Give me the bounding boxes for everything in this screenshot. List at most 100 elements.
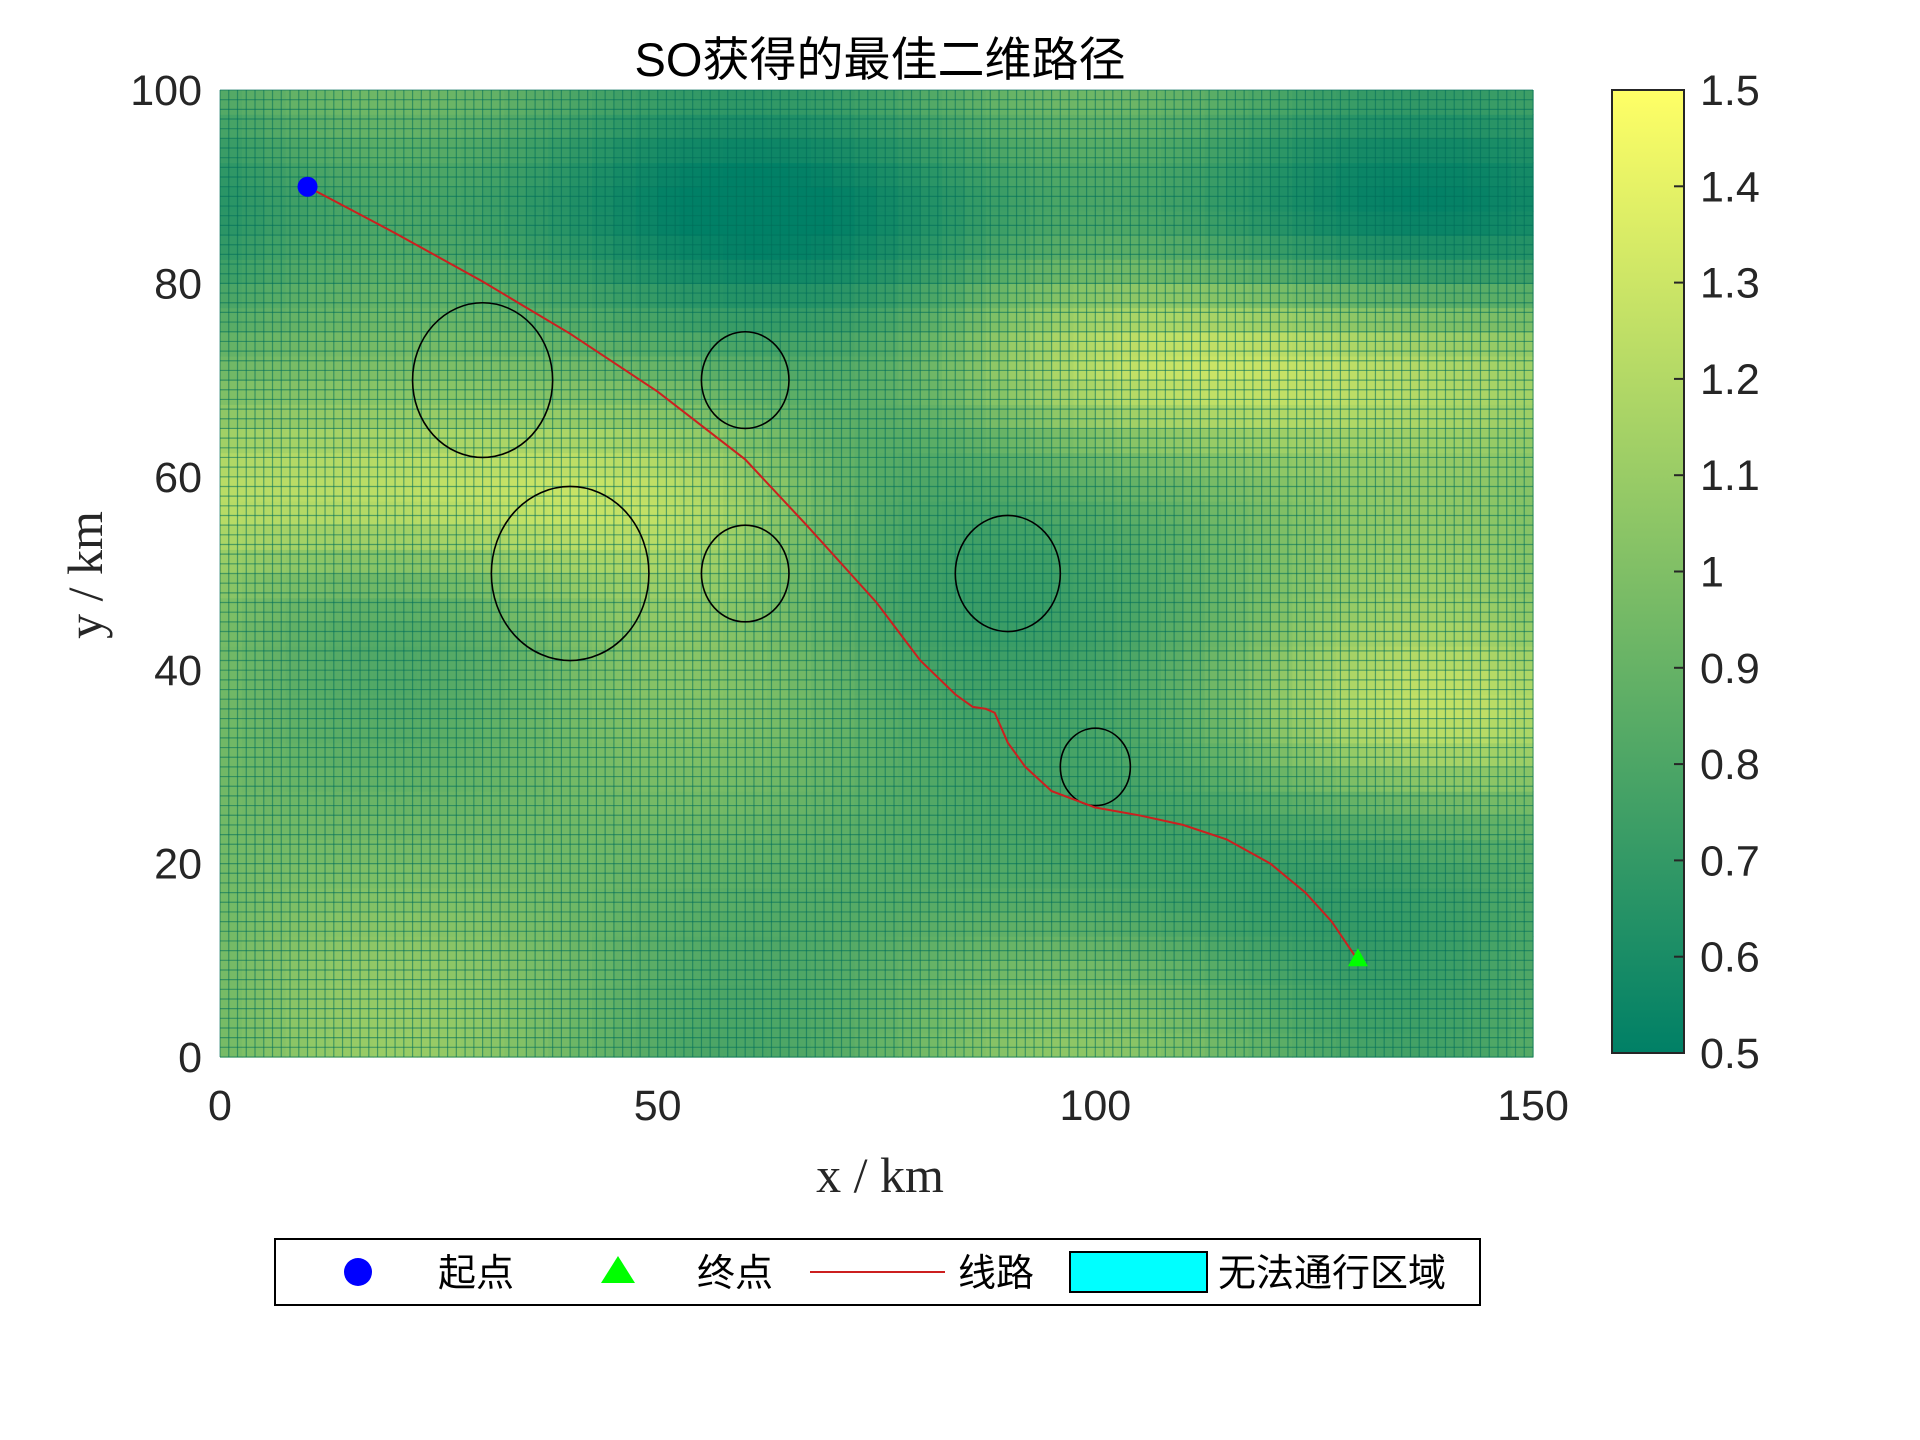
heat-cell <box>832 984 856 1010</box>
heat-cell <box>1160 863 1184 889</box>
heat-cell <box>745 597 768 623</box>
heat-cell <box>745 331 768 357</box>
heat-cell <box>920 500 943 526</box>
heat-cell <box>1489 573 1512 599</box>
heat-cell <box>1357 815 1381 841</box>
heat-cell <box>263 138 287 164</box>
heat-cell <box>1379 839 1403 865</box>
heat-cell <box>1336 452 1359 478</box>
heat-cell <box>307 138 331 164</box>
heat-cell <box>1423 597 1447 623</box>
heat-cell <box>1139 1032 1162 1058</box>
heat-cell <box>898 549 921 575</box>
heat-cell <box>942 670 965 695</box>
heat-cell <box>679 887 703 913</box>
heat-cell <box>329 1008 352 1034</box>
heat-cell <box>1248 911 1271 937</box>
heat-cell <box>285 911 309 937</box>
heat-cell <box>416 307 440 333</box>
heat-cell <box>942 742 965 768</box>
heat-cell <box>307 718 331 744</box>
heat-cell <box>307 597 331 623</box>
heat-cell <box>285 114 309 139</box>
heat-cell <box>745 500 768 526</box>
heat-cell <box>504 186 527 212</box>
heat-cell <box>1095 549 1118 575</box>
heat-cell <box>1314 162 1337 188</box>
x-tick-label: 0 <box>208 1082 232 1130</box>
heat-cell <box>1401 525 1425 550</box>
heat-cell <box>920 307 943 333</box>
heat-cell <box>329 355 352 381</box>
heat-cell <box>1226 452 1250 478</box>
heat-cell <box>1401 742 1425 768</box>
heat-cell <box>1204 138 1228 164</box>
heat-cell <box>592 718 615 744</box>
heat-cell <box>1117 138 1140 164</box>
heat-cell <box>1117 476 1140 502</box>
heat-cell <box>220 936 243 961</box>
heat-cell <box>570 621 593 647</box>
heat-cell <box>1336 428 1359 454</box>
heat-cell <box>1401 791 1425 816</box>
heat-cell <box>701 573 724 599</box>
heat-cell <box>788 1032 812 1058</box>
heat-cell <box>1139 936 1162 961</box>
heat-cell <box>1401 114 1425 139</box>
heat-cell <box>482 839 506 865</box>
heat-cell <box>395 911 418 937</box>
heat-cell <box>1051 694 1075 720</box>
heat-cell <box>548 791 571 816</box>
heat-cell <box>416 597 440 623</box>
heat-cell <box>788 138 812 164</box>
heat-cell <box>832 597 856 623</box>
heat-cell <box>701 404 724 430</box>
heat-cell <box>898 380 921 405</box>
heat-cell <box>1160 718 1184 744</box>
heat-cell <box>723 1032 746 1058</box>
heat-cell <box>460 815 484 841</box>
heat-cell <box>1401 1032 1425 1058</box>
heat-cell <box>220 863 243 889</box>
heat-cell <box>438 718 462 744</box>
heat-cell <box>307 114 331 139</box>
heat-cell <box>810 984 834 1010</box>
heat-cell <box>1336 1008 1359 1034</box>
heat-cell <box>723 573 746 599</box>
heat-cell <box>1357 742 1381 768</box>
heat-cell <box>679 621 703 647</box>
heat-cell <box>964 525 987 550</box>
heat-cell <box>220 525 243 550</box>
heat-cell <box>329 597 352 623</box>
heat-cell <box>592 307 615 333</box>
heat-cell <box>1226 549 1250 575</box>
heat-cell <box>1051 911 1075 937</box>
heat-cell <box>1489 766 1512 792</box>
heat-cell <box>416 404 440 430</box>
heat-cell <box>613 984 637 1010</box>
heat-cell <box>613 500 637 526</box>
heat-cell <box>416 742 440 768</box>
heat-cell <box>810 259 834 284</box>
heat-cell <box>395 452 418 478</box>
heat-cell <box>1423 138 1447 164</box>
heat-cell <box>1489 283 1512 309</box>
heat-cell <box>307 235 331 260</box>
heat-cell <box>985 283 1009 309</box>
heat-cell <box>395 549 418 575</box>
heat-cell <box>570 525 593 550</box>
heat-cell <box>1095 476 1118 502</box>
heat-cell <box>1270 259 1293 284</box>
heat-cell <box>1379 90 1403 115</box>
heat-cell <box>832 815 856 841</box>
heat-cell <box>854 476 878 502</box>
heat-cell <box>395 259 418 284</box>
heat-cell <box>1357 235 1381 260</box>
heat-cell <box>570 863 593 889</box>
heat-cell <box>1423 863 1447 889</box>
heat-cell <box>679 210 703 236</box>
heat-cell <box>985 90 1009 115</box>
heat-cell <box>241 839 265 865</box>
heat-cell <box>1139 646 1162 671</box>
heat-cell <box>1095 259 1118 284</box>
